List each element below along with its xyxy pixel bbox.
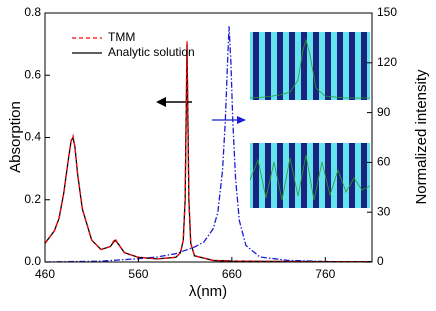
stripe [289,143,295,208]
stripe [313,143,319,208]
stripe [253,32,259,100]
stripe [337,32,343,100]
y2-tick-label: 0 [377,254,384,268]
stripe [253,143,259,208]
inset-top [249,32,370,100]
stripe [265,32,271,100]
stripe [277,32,283,100]
x-tick-label: 560 [128,267,148,281]
stripe [349,32,355,100]
stripe [313,32,319,100]
inset-stripes [253,32,367,100]
stripe [361,143,367,208]
y2-tick-label: 90 [377,105,391,119]
inset-bottom [249,143,371,208]
y2-tick-label: 60 [377,155,391,169]
inset-curve [249,154,371,201]
stripe [289,32,295,100]
x-tick-label: 460 [35,267,55,281]
stripe [325,32,331,100]
y-tick-label: 0.6 [24,67,41,81]
stripe [361,32,367,100]
y2-tick-label: 120 [377,55,397,69]
y-axis-label: Absorption [7,101,24,173]
stripe [349,143,355,208]
stripe [301,32,307,100]
series-line [44,26,373,263]
x-axis-label: λ(nm) [189,283,227,300]
stripe [301,143,307,208]
arrow-head [156,97,166,107]
x-tick-label: 760 [315,267,335,281]
arrow-head [237,116,246,124]
legend-label: TMM [108,30,135,44]
legend-label: Analytic solution [108,45,195,59]
stripe [325,143,331,208]
y-tick-label: 0.2 [24,192,41,206]
y-tick-label: 0.8 [24,5,41,19]
y-tick-label: 0.0 [24,254,41,268]
x-tick-label: 660 [222,267,242,281]
y2-tick-label: 30 [377,204,391,218]
inset-curve [249,38,370,99]
y2-tick-label: 150 [377,5,397,19]
y-tick-label: 0.4 [24,130,41,144]
y2-axis-label: Normalized intensity [413,69,430,205]
stripe [277,143,283,208]
stripe [265,143,271,208]
